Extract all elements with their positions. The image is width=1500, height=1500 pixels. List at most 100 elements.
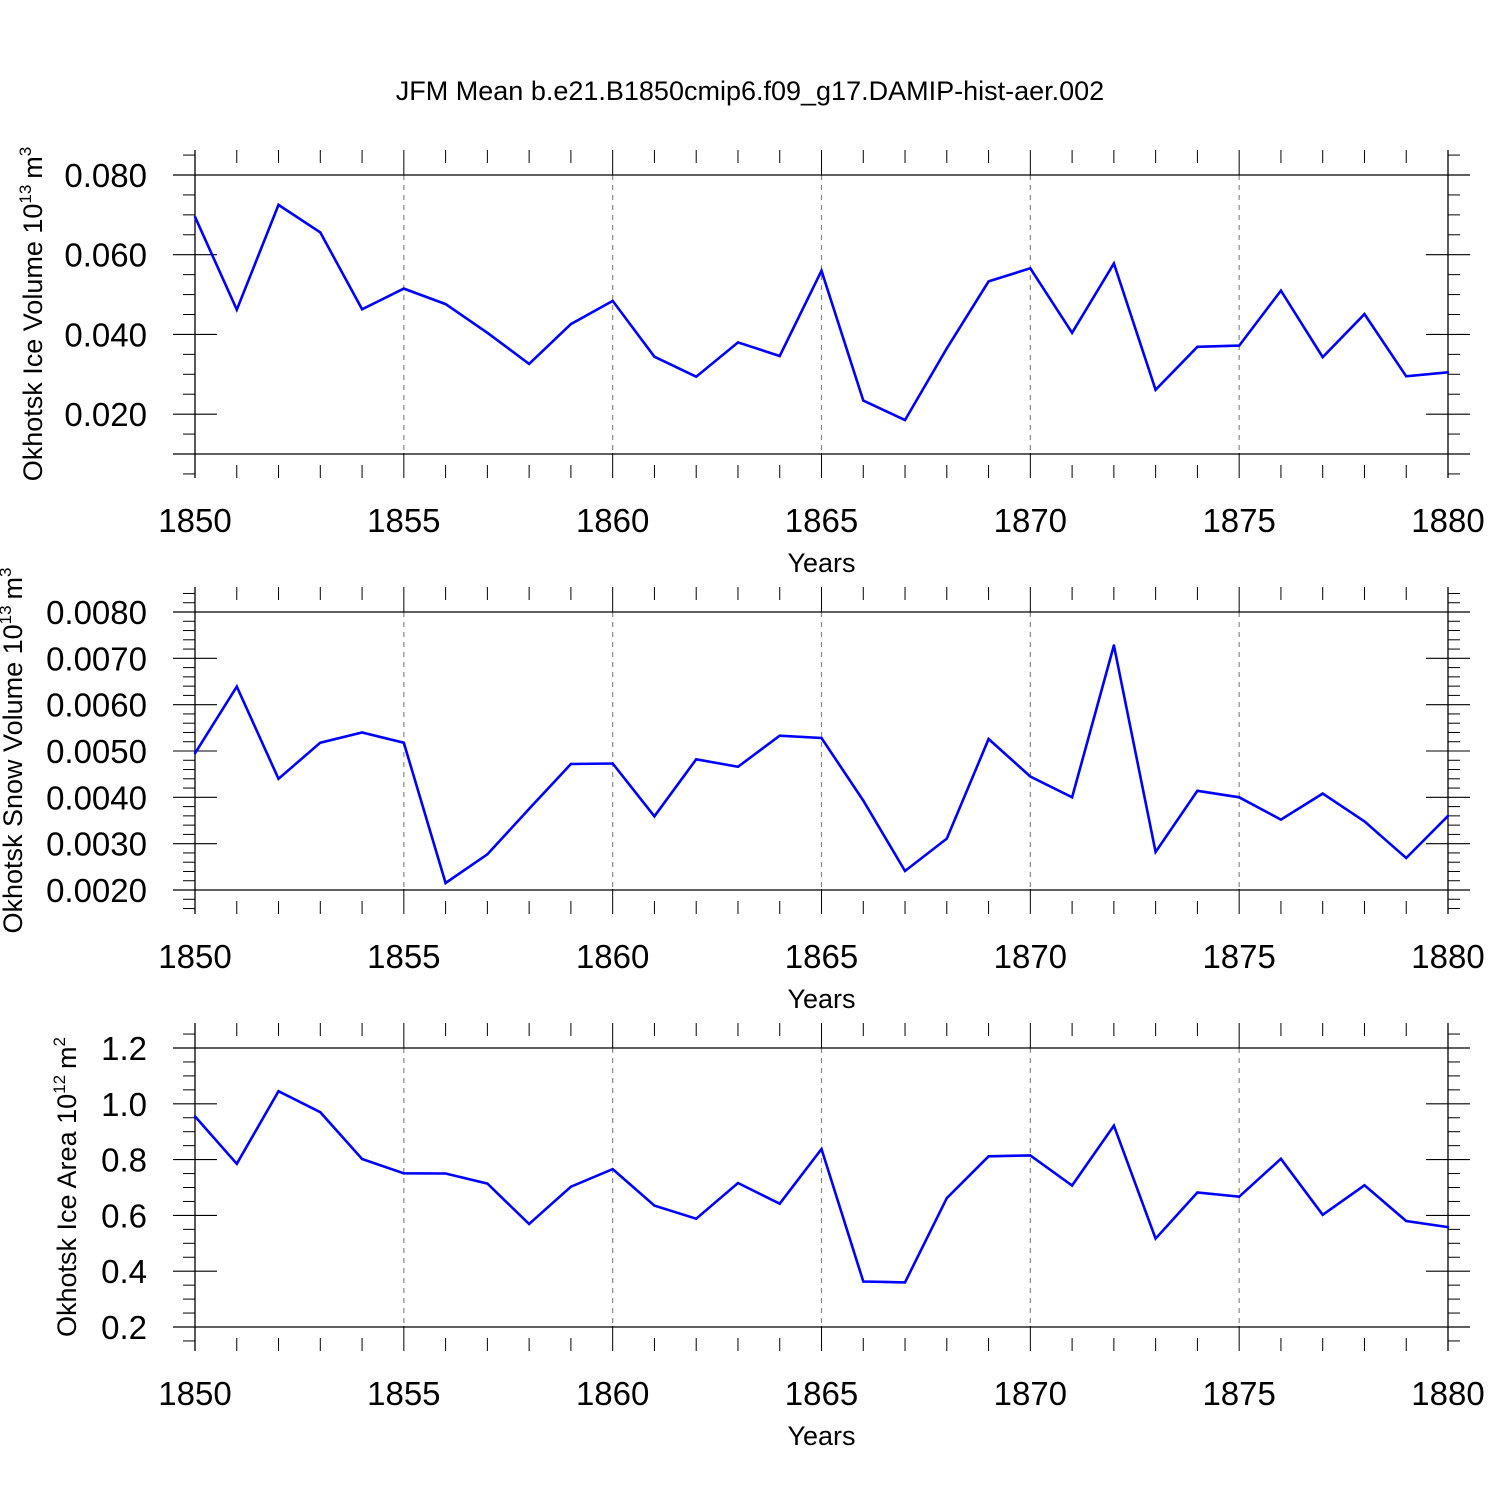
data-point: [1070, 796, 1074, 799]
panels: 0.020 0.040 0.060 0.080 1850 1855 1860 1865 1870…: [0, 147, 1485, 1451]
data-point: [402, 287, 406, 290]
x-axis-label: Years: [787, 984, 855, 1014]
data-point: [444, 881, 447, 885]
data-point: [1237, 796, 1241, 799]
data-point: [1446, 814, 1450, 818]
data-point: [736, 765, 740, 768]
data-point: [987, 280, 990, 283]
data-point: [1363, 820, 1366, 823]
y-tick-label: 0.0020: [46, 872, 147, 909]
y-tick-label: 1.2: [101, 1030, 147, 1067]
data-point: [235, 308, 238, 311]
x-tick-label: 1870: [994, 502, 1067, 539]
panel-2: 0.0020 0.0030 0.0040 0.0050 0.0060 0.0070 0.00…: [0, 567, 1485, 1014]
data-point: [402, 1172, 406, 1175]
y-tick-label: 0.0050: [46, 733, 147, 770]
data-point: [1279, 818, 1283, 821]
data-point: [1405, 375, 1408, 378]
y-axis-label-unit-exponent: 3: [16, 147, 35, 156]
data-point: [903, 418, 907, 422]
data-point: [987, 1155, 990, 1158]
data-point: [945, 1196, 948, 1200]
panel-1: 0.020 0.040 0.060 0.080 1850 1855 1860 1865 1870…: [16, 147, 1485, 578]
x-tick-label: 1855: [367, 1375, 440, 1412]
x-tick-label: 1870: [994, 938, 1067, 975]
x-tick-label: 1850: [158, 1375, 231, 1412]
data-point: [653, 815, 656, 818]
data-point: [1446, 371, 1450, 374]
data-point: [1405, 1219, 1408, 1223]
y-axis-label-exponent: 12: [50, 1075, 69, 1094]
data-point: [444, 1172, 447, 1175]
data-point: [1112, 644, 1116, 647]
x-axis-label: Years: [787, 548, 855, 578]
x-tick-label: 1855: [367, 938, 440, 975]
data-point: [1029, 1154, 1032, 1157]
data-point: [193, 752, 197, 755]
data-point: [1237, 1195, 1241, 1198]
panel-3: 0.2 0.4 0.6 0.8 1.0 1.2 1850 1855 1860 1865 1870 18…: [50, 1023, 1485, 1451]
y-axis-label-main: Okhotsk Ice Volume 10: [18, 204, 48, 482]
y-axis-label-unit: m: [18, 156, 48, 179]
data-point: [527, 1222, 531, 1226]
data-point: [277, 203, 280, 207]
x-tick-label: 1860: [576, 1375, 649, 1412]
x-tick-label: 1860: [576, 502, 649, 539]
data-point: [611, 299, 614, 303]
y-axis-label-unit: m: [0, 577, 28, 600]
x-tick-label: 1850: [158, 502, 231, 539]
data-point: [1237, 344, 1241, 347]
data-point: [1405, 856, 1408, 860]
y-tick-label: 0.6: [101, 1197, 147, 1234]
y-axis-label-exponent: 13: [16, 185, 35, 204]
data-point: [903, 1281, 907, 1284]
data-point: [611, 1167, 614, 1171]
data-point: [1279, 289, 1283, 292]
data-point: [778, 734, 781, 737]
x-tick-label: 1855: [367, 502, 440, 539]
data-point: [1363, 1184, 1366, 1187]
data-point: [1154, 388, 1157, 392]
data-point: [569, 1185, 573, 1188]
x-tick-label: 1860: [576, 938, 649, 975]
data-point: [486, 331, 489, 335]
data-point: [1070, 1184, 1074, 1187]
data-point: [695, 375, 698, 378]
x-tick-label: 1875: [1202, 1375, 1275, 1412]
x-tick-label: 1880: [1411, 938, 1484, 975]
data-point: [193, 1115, 197, 1118]
data-point: [1112, 1124, 1116, 1127]
y-tick-label: 0.020: [64, 396, 147, 433]
data-point: [1196, 1191, 1199, 1194]
data-point: [820, 736, 823, 740]
x-tick-label: 1875: [1202, 502, 1275, 539]
x-tick-label: 1870: [994, 1375, 1067, 1412]
data-point: [820, 1147, 823, 1151]
y-tick-label: 0.0040: [46, 779, 147, 816]
y-axis-label: Okhotsk Ice Area 1012 m2: [50, 1037, 82, 1337]
data-point: [1321, 1213, 1324, 1217]
x-tick-label: 1865: [785, 938, 858, 975]
y-tick-label: 0.0060: [46, 687, 147, 724]
data-point: [695, 758, 698, 761]
data-point: [235, 685, 238, 688]
x-tick-label: 1850: [158, 938, 231, 975]
y-tick-label: 0.0030: [46, 826, 147, 863]
y-axis-label-main: Okhotsk Snow Volume 10: [0, 624, 28, 933]
x-axis-label: Years: [787, 1421, 855, 1451]
data-point: [862, 799, 865, 802]
data-point: [402, 741, 406, 744]
data-point: [1029, 775, 1032, 778]
data-point: [945, 347, 948, 350]
data-point: [444, 302, 447, 306]
data-point: [1196, 789, 1199, 793]
y-axis-label-unit-exponent: 3: [0, 567, 15, 576]
y-tick-label: 0.2: [101, 1309, 147, 1346]
y-tick-label: 0.4: [101, 1253, 147, 1290]
y-tick-label: 0.060: [64, 237, 147, 274]
data-point: [1112, 262, 1116, 265]
data-point: [736, 341, 740, 344]
data-point: [820, 269, 823, 272]
data-point: [945, 837, 948, 840]
